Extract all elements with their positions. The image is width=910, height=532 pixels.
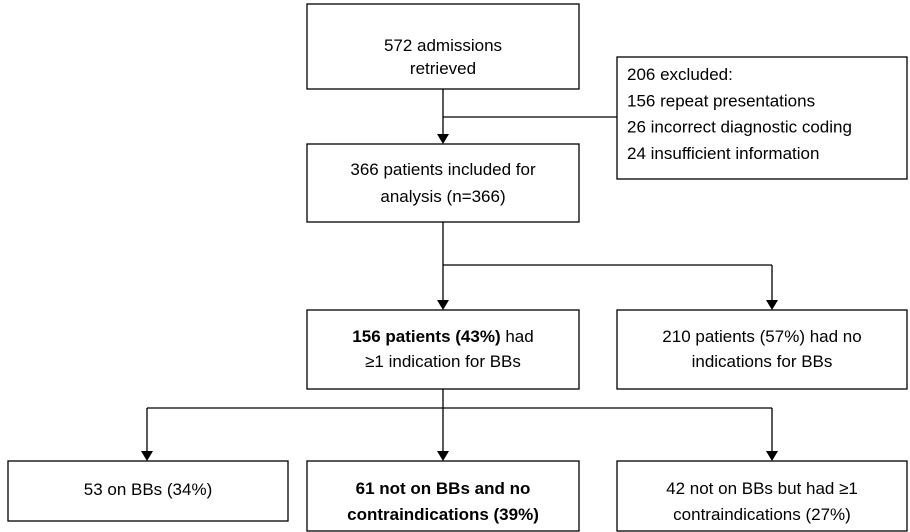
box: [306, 460, 580, 532]
node-text: 156 patients (43%) had: [352, 327, 533, 346]
node-text: analysis (n=366): [380, 187, 505, 206]
node-text: 53 on BBs (34%): [84, 480, 213, 499]
text-span: 156 repeat presentations: [627, 92, 815, 111]
node-text: indications for BBs: [692, 352, 833, 371]
labels: 572 admissions retrieved 206 excluded: 156 …: [84, 36, 862, 524]
node-text: 572 admissions: [384, 36, 502, 55]
text-span: had: [501, 327, 534, 346]
node-text: 206 excluded:: [627, 65, 733, 84]
node-text: 210 patients (57%) had no: [662, 327, 861, 346]
text-span: 61 not on BBs and no: [356, 479, 531, 498]
node-text: 24 insufficient information: [627, 144, 819, 163]
box: [616, 460, 908, 532]
text-span: analysis (n=366): [380, 187, 505, 206]
node-text: ≥1 indication for BBs: [365, 352, 521, 371]
box: [306, 3, 580, 90]
text-span: 572 admissions: [384, 36, 502, 55]
node-text: contraindications (27%): [673, 505, 851, 524]
node-text: 61 not on BBs and no: [356, 479, 531, 498]
text-span: 24 insufficient information: [627, 144, 819, 163]
node-text: 156 repeat presentations: [627, 92, 815, 111]
node-text: retrieved: [410, 59, 476, 78]
text-span: 366 patients included for: [350, 160, 536, 179]
node-text: contraindications (39%): [347, 505, 539, 524]
text-span: 26 incorrect diagnostic coding: [627, 118, 852, 137]
box: [616, 309, 908, 390]
text-span: ≥1 indication for BBs: [365, 352, 521, 371]
box: [306, 309, 580, 390]
text-span: contraindications (27%): [673, 505, 851, 524]
node-text: 42 not on BBs but had ≥1: [666, 479, 858, 498]
text-span: contraindications (39%): [347, 505, 539, 524]
text-span: 210 patients (57%) had no: [662, 327, 861, 346]
text-span: retrieved: [410, 59, 476, 78]
text-span: 206 excluded:: [627, 65, 733, 84]
text-span: indications for BBs: [692, 352, 833, 371]
box: [7, 460, 289, 522]
box: [616, 56, 908, 180]
text-span: 53 on BBs (34%): [84, 480, 213, 499]
connectors: [141, 89, 778, 461]
text-span: 156 patients (43%): [352, 327, 500, 346]
box: [306, 143, 580, 223]
text-span: 42 not on BBs but had ≥1: [666, 479, 858, 498]
node-text: 26 incorrect diagnostic coding: [627, 118, 852, 137]
node-text: 366 patients included for: [350, 160, 536, 179]
